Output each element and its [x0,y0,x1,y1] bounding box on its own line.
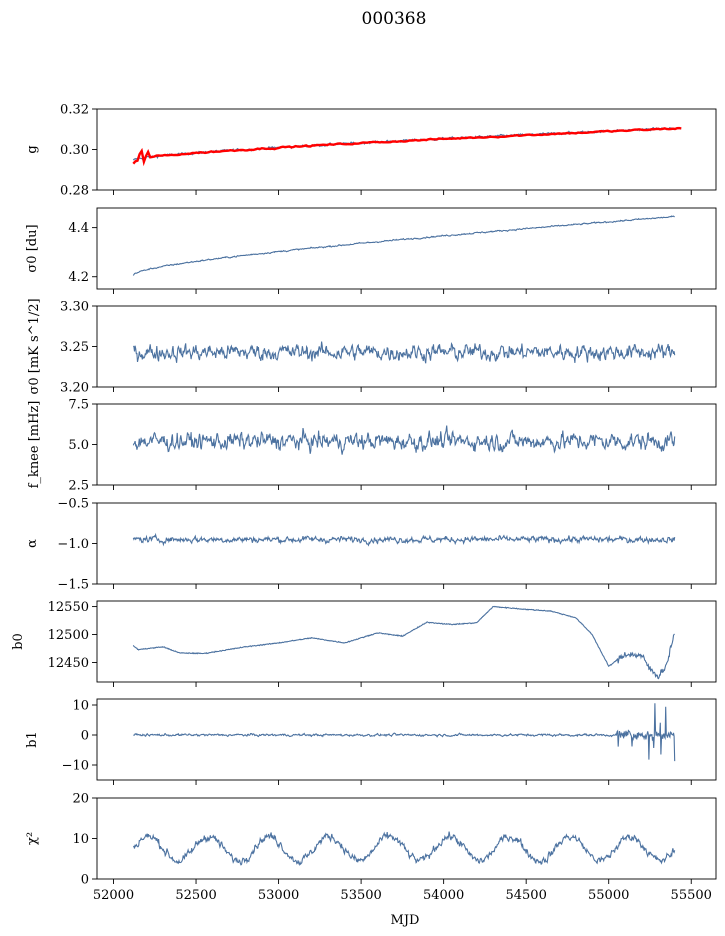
y-tick-label: 5.0 [68,438,89,453]
y-tick-label: 4.2 [68,270,89,285]
b0-data-line [132,605,675,680]
b1-data-line [133,703,676,762]
panel-frame [96,108,717,191]
y-tick-label: −1.0 [57,537,89,552]
y-tick-label: 10 [72,832,89,847]
g-fit-line [132,126,682,167]
y-tick-label: 2.5 [68,479,89,494]
x-tick-label: 52000 [93,888,134,903]
y-tick-label: −0.5 [57,497,89,512]
panel-alpha: −1.5 −1.0 −0.5 α [25,497,717,593]
y-axis-label-sigma0_mk: σ0 [mK s^1/2] [27,298,42,394]
panel-chi2: 0 10 20 52000 52500 53000 53500 54000 54500 55000… [25,792,717,903]
fknee-data-line [132,425,676,455]
sigma0_du-data-line [132,215,675,276]
panels-group: 0.28 0.30 0.32 g 4.2 4.4 σ0 [du] 3.20 3.25 3.30 σ0… [11,103,717,903]
y-tick-label: 3.20 [60,381,89,396]
x-tick-label: 54500 [505,888,546,903]
y-axis-label-b1: b1 [25,731,40,748]
panel-sigma0_du: 4.2 4.4 σ0 [du] [25,207,717,294]
panel-frame [96,207,717,290]
y-tick-label: −10 [62,759,89,774]
panel-b1: −10 0 10 b1 [25,698,717,785]
panel-sigma0_mk: 3.20 3.25 3.30 σ0 [mK s^1/2] [27,298,717,396]
y-tick-label: 10 [72,699,89,714]
panel-frame [96,698,717,781]
y-axis-label-g: g [25,145,40,153]
y-axis-label-chi2: χ² [25,832,40,845]
x-tick-label: 55000 [588,888,629,903]
panel-frame [96,600,717,683]
y-tick-label: 12550 [48,600,89,615]
y-axis-label-b0: b0 [11,633,26,650]
y-tick-label: 0.32 [60,103,89,118]
y-axis-label-alpha: α [25,539,40,548]
y-tick-label: 4.4 [68,221,89,236]
y-tick-label: 7.5 [68,398,89,413]
y-tick-label: 12450 [48,656,89,671]
y-tick-label: 3.30 [60,300,89,315]
x-tick-label: 54000 [423,888,464,903]
panel-b0: 12450 12500 12550 b0 [11,600,717,687]
panel-g: 0.28 0.30 0.32 g [25,103,717,199]
x-tick-label: 55500 [671,888,712,903]
x-tick-label: 53000 [258,888,299,903]
y-tick-label: 3.25 [60,340,89,355]
alpha-data-line [132,532,676,547]
x-axis-label: MJD [391,913,420,928]
y-tick-label: 0.30 [60,143,89,158]
y-tick-label: 0.28 [60,184,89,199]
figure-title: 000368 [362,9,427,29]
x-tick-label: 53500 [340,888,381,903]
y-tick-label: −1.5 [57,578,89,593]
y-tick-label: 12500 [48,628,89,643]
y-axis-label-sigma0_du: σ0 [du] [25,224,40,272]
y-tick-label: 0 [81,729,89,744]
y-axis-label-fknee: f_knee [mHz] [27,401,42,489]
y-tick-label: 20 [72,792,89,807]
x-tick-label: 52500 [175,888,216,903]
sigma0_mk-data-line [132,341,676,364]
y-tick-label: 0 [81,873,89,888]
panel-frame [96,305,717,388]
panel-frame [96,502,717,585]
panel-fknee: 2.5 5.0 7.5 f_knee [mHz] [27,398,717,494]
chi2-data-line [132,831,676,867]
